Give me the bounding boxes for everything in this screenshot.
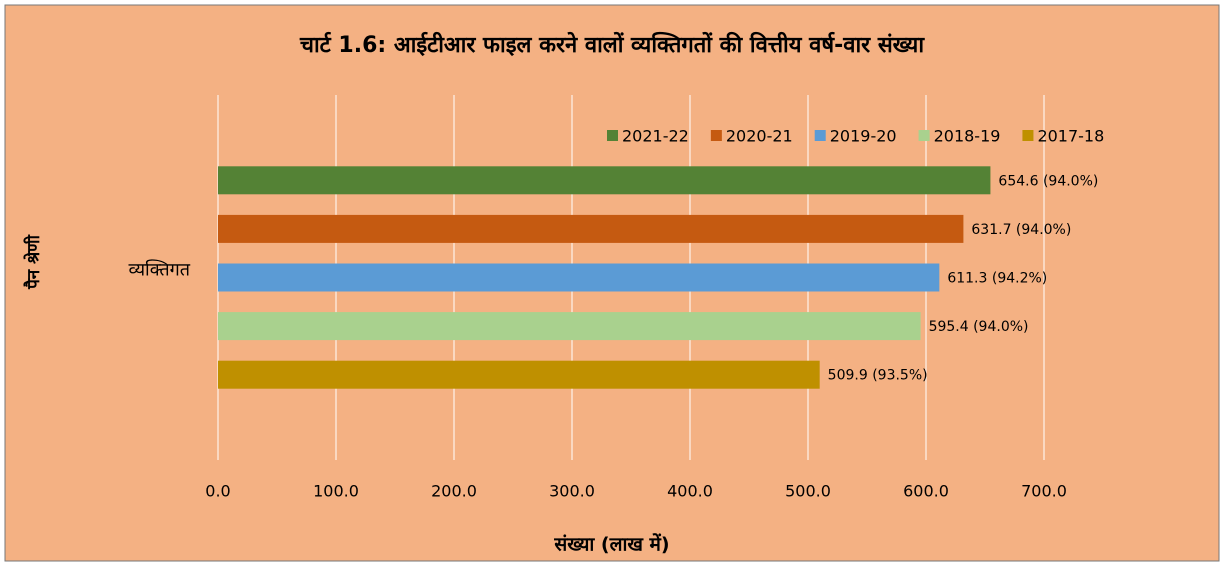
- legend-label: 2017-18: [1037, 127, 1104, 146]
- data-label: 654.6 (94.0%): [998, 173, 1098, 189]
- legend-swatch: [918, 130, 930, 141]
- bar: [218, 214, 964, 243]
- y-axis-label: पैन श्रेणी: [23, 235, 44, 290]
- legend-label: 2020-21: [726, 127, 793, 146]
- x-tick-label: 300.0: [549, 482, 595, 501]
- x-tick-label: 700.0: [1021, 482, 1067, 501]
- x-tick-label: 0.0: [205, 482, 230, 501]
- legend-label: 2021-22: [622, 127, 689, 146]
- bar: [218, 263, 940, 292]
- y-tick-label: व्यक्तिगत: [128, 259, 190, 281]
- legend-swatch: [814, 130, 826, 141]
- bar: [218, 166, 991, 195]
- legend-swatch: [710, 130, 722, 141]
- x-tick-label: 600.0: [903, 482, 949, 501]
- bar: [218, 360, 820, 389]
- x-axis-label: संख्या (लाख में): [553, 533, 669, 556]
- data-label: 509.9 (93.5%): [828, 368, 928, 384]
- data-label: 631.7 (94.0%): [971, 222, 1071, 238]
- x-tick-label: 400.0: [667, 482, 713, 501]
- legend-swatch: [1022, 130, 1034, 141]
- x-tick-label: 100.0: [313, 482, 359, 501]
- chart-title: चार्ट 1.6: आईटीआर फाइल करने वालों व्यक्त…: [299, 31, 925, 58]
- legend-swatch: [607, 130, 618, 141]
- data-label: 611.3 (94.2%): [947, 271, 1047, 287]
- x-tick-label: 200.0: [431, 482, 477, 501]
- legend-label: 2019-20: [830, 127, 897, 146]
- bar: [218, 312, 921, 341]
- x-tick-label: 500.0: [785, 482, 831, 501]
- legend-label: 2018-19: [934, 127, 1001, 146]
- data-label: 595.4 (94.0%): [929, 319, 1029, 335]
